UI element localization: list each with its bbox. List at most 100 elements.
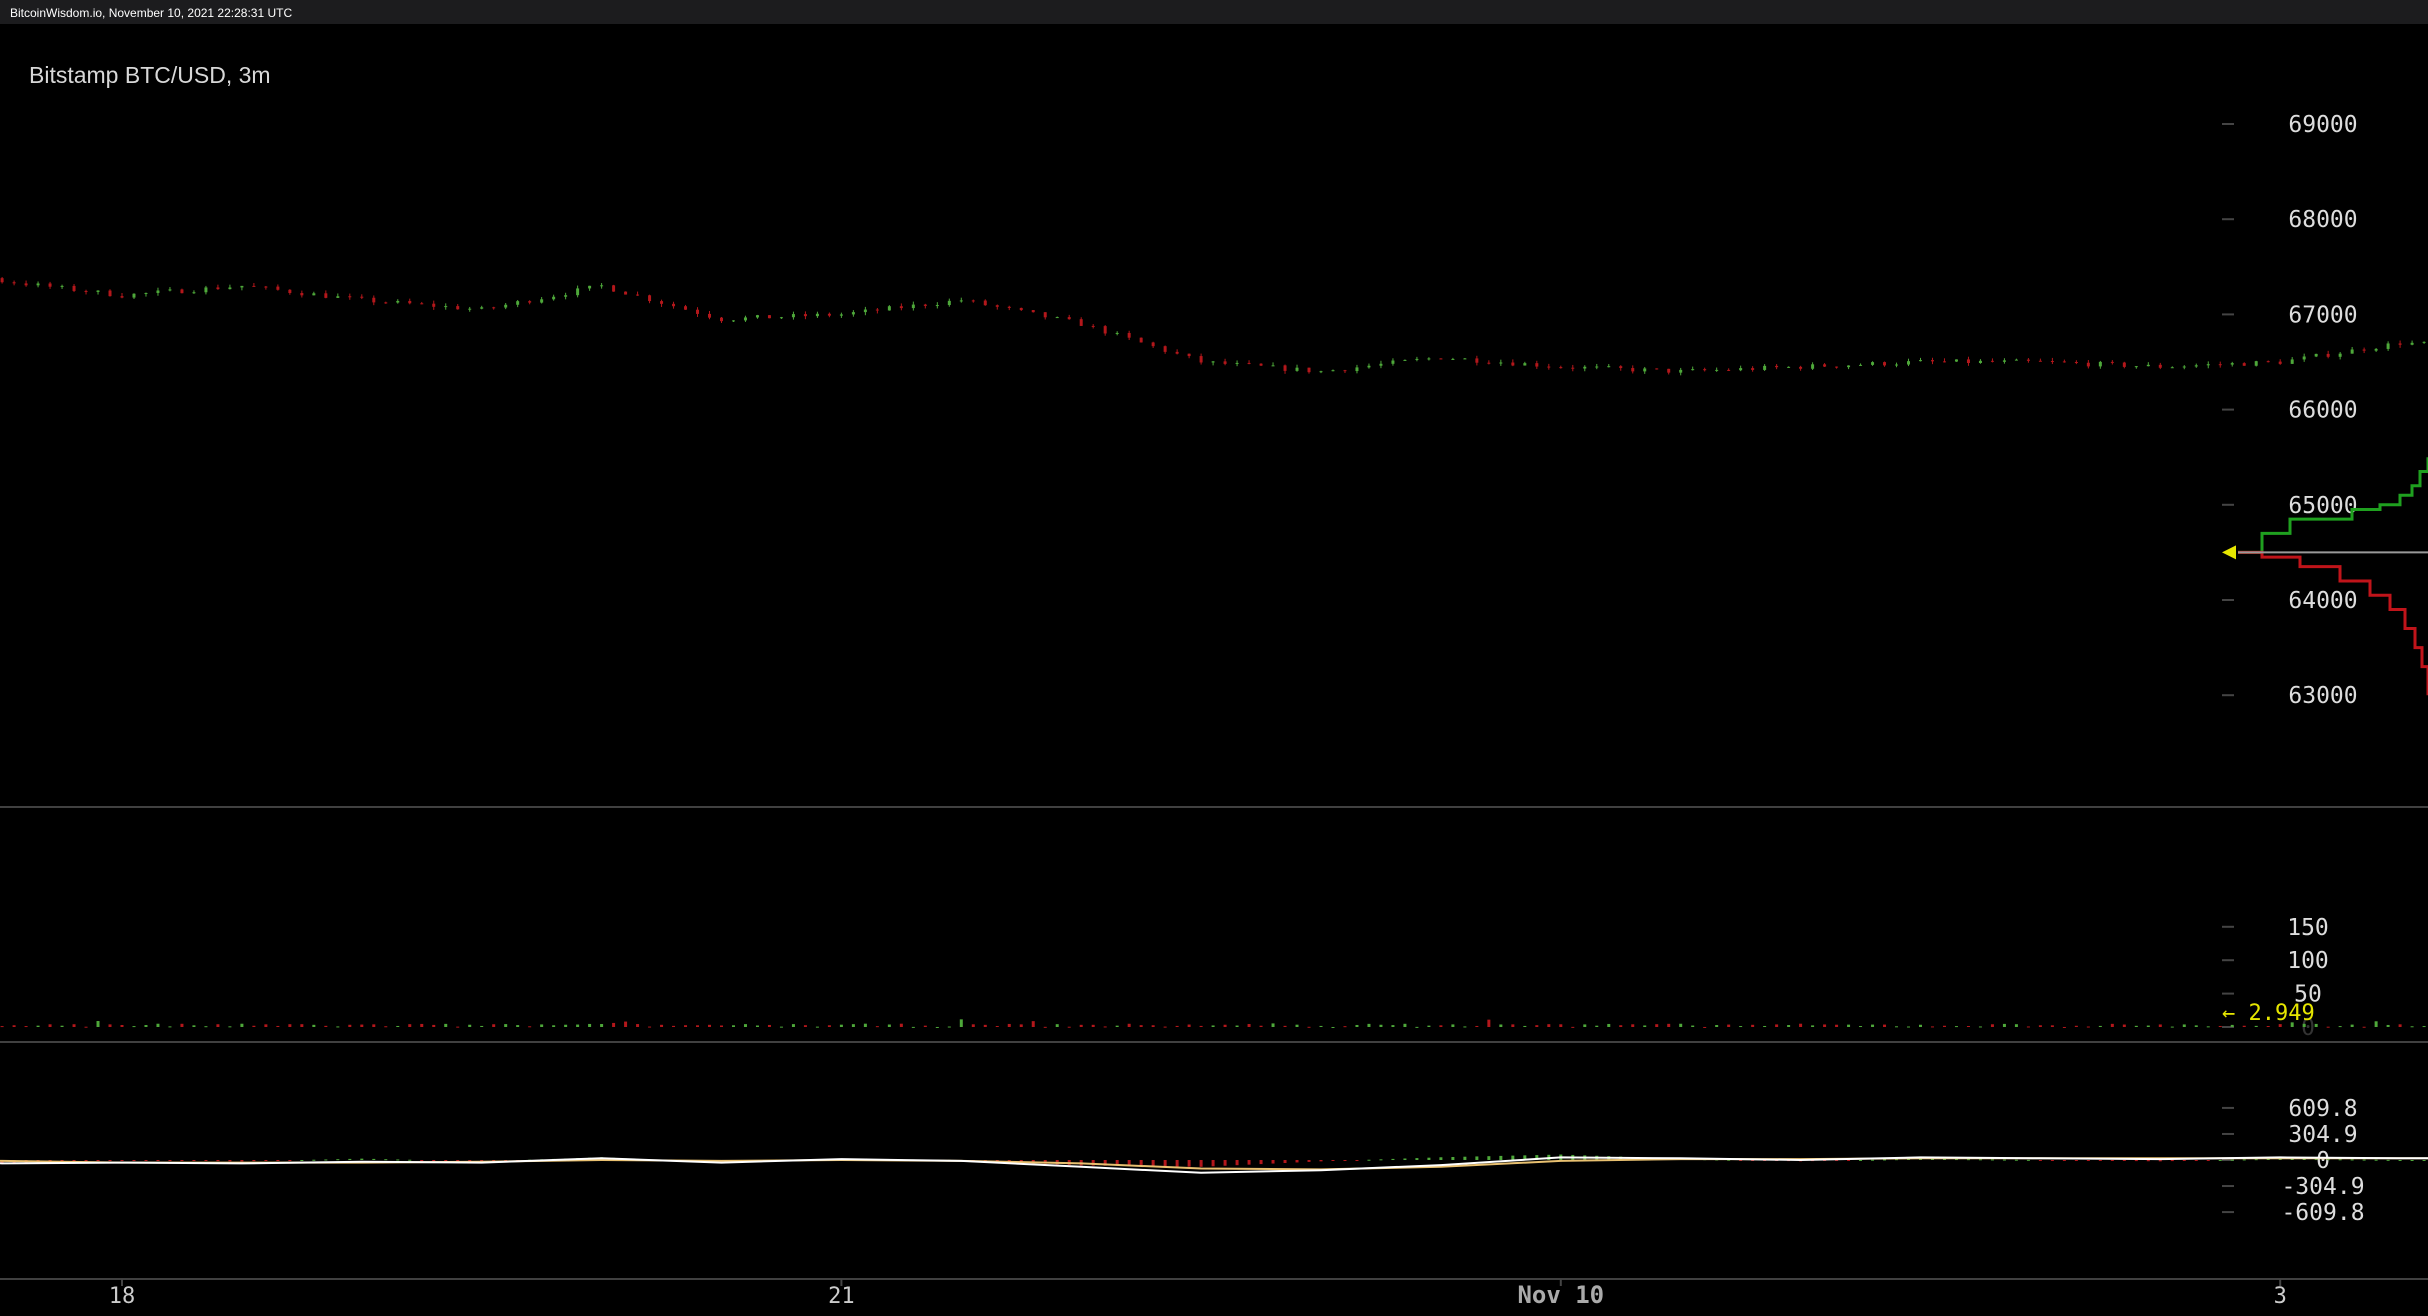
candle-body (839, 314, 843, 316)
time-tick-label: 3 (2274, 1284, 2287, 1309)
volume-bar (1907, 1026, 1911, 1028)
macd-histogram-bar (1859, 1160, 1863, 1161)
macd-histogram-bar (1871, 1159, 1875, 1161)
candle-body (96, 290, 100, 292)
volume-bar (708, 1024, 712, 1027)
candle-body (2074, 362, 2078, 364)
candle (2398, 340, 2402, 348)
chart-title: Bitstamp BTC/USD, 3m (29, 62, 271, 88)
candle-body (720, 317, 723, 322)
macd-line (0, 1156, 2428, 1174)
candle (1631, 365, 1635, 374)
candle (1823, 363, 1827, 368)
candle-body (684, 306, 688, 310)
macd-tick-label: 304.9 (2288, 1122, 2357, 1148)
volume-bar (2062, 1026, 2066, 1028)
candle-body (1942, 361, 1946, 363)
volume-bar (2206, 1026, 2210, 1028)
candle (2266, 360, 2270, 363)
candle (660, 299, 664, 307)
volume-bar (1067, 1026, 1071, 1028)
depth-bid-line (2238, 457, 2428, 554)
volume-bar (480, 1025, 484, 1027)
volume-bar (720, 1025, 723, 1027)
candle-body (156, 290, 160, 293)
volume-bar (624, 1021, 628, 1027)
macd-histogram-bar (2014, 1159, 2018, 1161)
candle-body (1283, 365, 1287, 371)
candle (2146, 362, 2150, 367)
candle-body (2098, 361, 2102, 367)
volume-bar (1283, 1025, 1287, 1027)
macd-histogram-bar (468, 1160, 472, 1162)
volume-bar (1535, 1025, 1539, 1027)
macd-histogram-bar (2350, 1159, 2354, 1161)
volume-bar (2110, 1023, 2114, 1027)
candle-body (264, 286, 268, 288)
candle (492, 306, 496, 310)
candle-body (2218, 364, 2222, 366)
macd-histogram-bar (1990, 1159, 1994, 1161)
macd-histogram-bar (1199, 1160, 1203, 1167)
candle (132, 293, 136, 300)
candle (2290, 357, 2294, 364)
candle-body (1379, 363, 1383, 366)
candle-body (959, 300, 963, 302)
volume-bar (923, 1025, 927, 1027)
candle (1655, 368, 1659, 370)
candle (875, 308, 879, 314)
candle (911, 301, 915, 311)
volume-bar (2122, 1024, 2126, 1027)
volume-bar (1631, 1024, 1635, 1027)
volume-bar (1247, 1024, 1251, 1027)
macd-histogram-bar (2230, 1159, 2234, 1161)
volume-bar (935, 1026, 939, 1028)
candle-body (971, 300, 975, 302)
candle-body (2422, 341, 2426, 343)
candle (2086, 360, 2090, 369)
macd-histogram-bar (312, 1159, 316, 1161)
volume-bar (684, 1025, 688, 1027)
candle (2278, 359, 2282, 365)
volume-bar (2038, 1025, 2042, 1027)
candle (684, 304, 688, 310)
candle (983, 299, 987, 306)
volume-bar (1990, 1024, 1994, 1027)
macd-histogram-bar (2254, 1159, 2258, 1161)
volume-bar (2338, 1026, 2342, 1028)
candle-body (1655, 368, 1659, 370)
candle-body (516, 301, 520, 305)
candle (1930, 357, 1934, 365)
candle (1127, 330, 1131, 341)
candle-body (288, 289, 292, 294)
volume-bar (2254, 1025, 2258, 1027)
volume-bar (1799, 1023, 1803, 1027)
volume-bar (2362, 1026, 2366, 1028)
candle-body (564, 295, 568, 297)
candle (839, 312, 843, 318)
candle (947, 298, 951, 307)
macd-histogram-bar (228, 1160, 232, 1162)
candle-body (1367, 365, 1371, 368)
candle-body (696, 309, 700, 314)
candle (264, 285, 268, 290)
volume-bar (1619, 1025, 1623, 1027)
candle-body (2050, 360, 2054, 362)
candle-body (2386, 343, 2390, 349)
candle-body (791, 314, 795, 318)
candle (2254, 360, 2258, 367)
macd-histogram-bar (120, 1160, 124, 1161)
volume-bar (1942, 1025, 1946, 1027)
volume-bar (839, 1024, 843, 1027)
candle-body (1127, 332, 1131, 338)
candle-body (767, 315, 771, 319)
candle-body (624, 291, 628, 295)
candle (1391, 358, 1395, 366)
volume-bar (2314, 1023, 2318, 1027)
volume-bar (1343, 1026, 1347, 1028)
candle (372, 295, 376, 306)
candle-body (743, 317, 747, 321)
macd-histogram-bar (1978, 1159, 1982, 1161)
macd-histogram-bar (1331, 1160, 1335, 1161)
candle (1667, 368, 1671, 375)
